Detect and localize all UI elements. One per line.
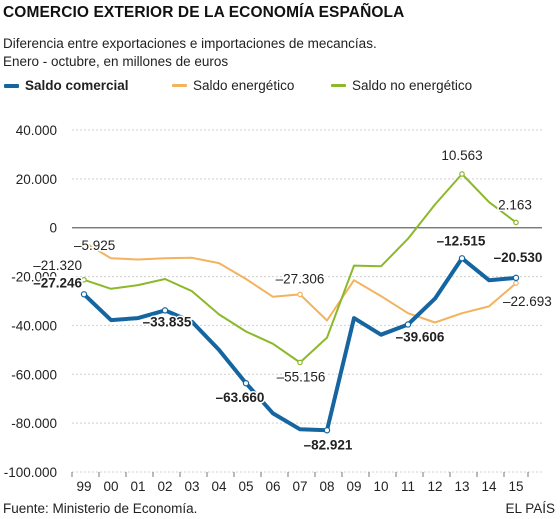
series-line-2 bbox=[83, 173, 517, 364]
legend-item-saldo-comercial: Saldo comercial bbox=[4, 78, 129, 93]
x-tick-label: 01 bbox=[130, 479, 145, 494]
y-tick-label: -100.000 bbox=[4, 465, 57, 480]
legend-item-saldo-energetico: Saldo energético bbox=[172, 78, 294, 93]
x-tick-label: 06 bbox=[265, 479, 280, 494]
data-label: –22.693 bbox=[503, 294, 552, 309]
legend-label-saldo-no-energetico: Saldo no energético bbox=[352, 78, 473, 93]
data-point-marker bbox=[81, 239, 87, 245]
y-tick-label: -80.000 bbox=[11, 416, 57, 431]
legend-label-saldo-comercial: Saldo comercial bbox=[25, 78, 129, 93]
data-point-marker bbox=[297, 291, 303, 298]
data-point-marker bbox=[513, 280, 519, 286]
data-label: –21.320 bbox=[33, 258, 82, 273]
legend-item-saldo-no-energetico: Saldo no energético bbox=[331, 78, 472, 93]
data-label: –27.306 bbox=[276, 271, 325, 286]
y-tick-label: 40.000 bbox=[16, 123, 57, 138]
x-tick-label: 08 bbox=[319, 479, 334, 494]
data-point-marker bbox=[404, 321, 412, 328]
chart-title: COMERCIO EXTERIOR DE LA ECONOMÍA ESPAÑOL… bbox=[3, 4, 405, 21]
y-tick-label: -60.000 bbox=[11, 367, 57, 382]
x-tick-label: 03 bbox=[184, 479, 199, 494]
data-label: –63.660 bbox=[216, 390, 265, 405]
data-label: –27.246 bbox=[33, 275, 82, 290]
data-label: –39.606 bbox=[396, 329, 445, 344]
data-label: –33.835 bbox=[143, 314, 192, 329]
data-point-marker bbox=[512, 274, 520, 282]
line-chart: 40.000 20.000 0 -20.000 -40.000 -60.000 -80.00… bbox=[4, 123, 554, 494]
source-note: Fuente: Ministerio de Economía. bbox=[3, 501, 198, 516]
x-tick-label: 10 bbox=[373, 479, 388, 494]
data-point-marker bbox=[513, 219, 519, 226]
legend-swatch-saldo-energetico bbox=[172, 84, 187, 87]
data-point-marker bbox=[459, 171, 465, 177]
chart-subtitle-line-1: Diferencia entre exportaciones e importa… bbox=[3, 36, 377, 51]
x-tick-label: 13 bbox=[454, 479, 469, 494]
legend-swatch-saldo-comercial bbox=[4, 83, 19, 88]
data-point-marker bbox=[242, 380, 250, 387]
data-label: –5.925 bbox=[74, 238, 115, 253]
x-tick-label: 14 bbox=[481, 479, 497, 494]
data-label: –12.515 bbox=[437, 233, 486, 248]
x-tick-label: 00 bbox=[103, 479, 118, 494]
legend-label-saldo-energetico: Saldo energético bbox=[193, 78, 295, 93]
data-point-marker bbox=[80, 291, 88, 298]
chart-subtitle-line-2: Enero - octubre, en millones de euros bbox=[3, 54, 229, 69]
x-tick-label: 05 bbox=[238, 479, 253, 494]
x-tick-label: 15 bbox=[508, 479, 523, 494]
legend-swatch-saldo-no-energetico bbox=[331, 84, 346, 87]
data-label: –55.156 bbox=[277, 369, 326, 384]
data-point-marker bbox=[161, 307, 169, 314]
x-tick-label: 99 bbox=[76, 479, 91, 494]
data-label: –82.921 bbox=[304, 437, 353, 452]
legend: Saldo comercial Saldo energético Saldo n… bbox=[0, 78, 560, 100]
data-point-marker bbox=[458, 255, 466, 262]
data-label: 10.563 bbox=[441, 148, 482, 163]
data-label: –20.530 bbox=[494, 250, 543, 265]
data-label: 2.163 bbox=[498, 197, 532, 212]
data-point-marker bbox=[323, 427, 331, 434]
y-tick-label: 0 bbox=[49, 221, 57, 236]
x-tick-label: 02 bbox=[157, 479, 172, 494]
data-point-marker bbox=[297, 359, 303, 366]
y-tick-label: -20.000 bbox=[11, 270, 57, 285]
x-tick-label: 09 bbox=[346, 479, 361, 494]
x-tick-label: 11 bbox=[401, 479, 415, 494]
y-tick-label: -40.000 bbox=[11, 318, 57, 333]
x-tick-label: 07 bbox=[292, 479, 307, 494]
series-line-0 bbox=[82, 256, 518, 433]
y-tick-label: 20.000 bbox=[16, 172, 57, 187]
x-tick-label: 04 bbox=[211, 479, 227, 494]
brand-logo-text: EL PAÍS bbox=[505, 501, 555, 516]
x-tick-label: 12 bbox=[427, 479, 442, 494]
data-point-marker bbox=[81, 276, 87, 283]
